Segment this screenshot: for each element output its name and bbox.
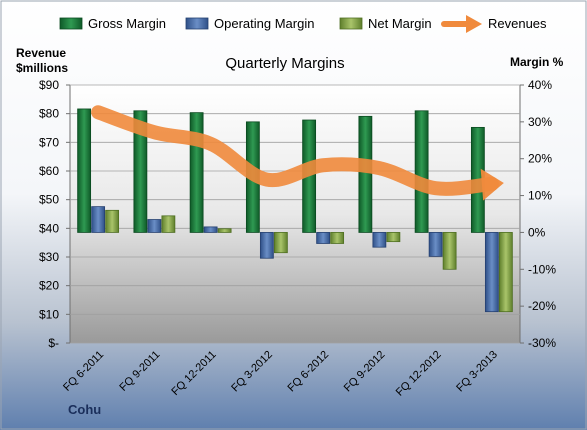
legend-label-gross-margin: Gross Margin: [88, 16, 166, 31]
bar-operating-margin: [428, 232, 443, 257]
bar-gross-margin: [133, 110, 148, 233]
bar-net-margin: [105, 209, 120, 233]
right-tick-label: -30%: [528, 336, 556, 350]
left-axis-title-line1: Revenue: [16, 46, 66, 60]
bar-operating-margin: [372, 232, 387, 248]
legend-label-net-margin: Net Margin: [368, 16, 432, 31]
right-tick-label: 30%: [528, 115, 552, 129]
right-tick-label: 0%: [528, 225, 546, 239]
right-axis-ticks: 40% 30% 20% 10% 0% -10% -20% -30%: [520, 78, 556, 350]
right-axis-title: Margin %: [510, 55, 564, 69]
left-tick-label: $60: [39, 164, 59, 178]
right-tick-label: -10%: [528, 262, 556, 276]
bar-net-margin: [217, 228, 232, 233]
bar-operating-margin: [316, 232, 331, 244]
left-tick-label: $-: [48, 336, 59, 350]
legend: Gross Margin Operating Margin Net Margin…: [59, 15, 547, 33]
bar-net-margin: [161, 215, 176, 233]
legend-item-operating-margin: Operating Margin: [185, 16, 314, 31]
legend-item-gross-margin: Gross Margin: [59, 16, 166, 31]
left-tick-label: $20: [39, 279, 59, 293]
legend-label-operating-margin: Operating Margin: [214, 16, 314, 31]
bar-net-margin: [498, 232, 513, 313]
bar-gross-margin: [189, 112, 204, 233]
bar-operating-margin: [259, 232, 274, 259]
bar-gross-margin: [414, 110, 429, 233]
legend-swatch-gross-margin: [59, 17, 83, 30]
revenue-line-path: [91, 105, 499, 196]
revenue-arrowhead: [480, 168, 504, 201]
bar-gross-margin: [77, 108, 92, 233]
bar-operating-margin: [147, 219, 162, 233]
legend-item-revenues: Revenues: [441, 15, 547, 33]
legend-arrow-revenues: [466, 15, 482, 33]
left-tick-label: $40: [39, 221, 59, 235]
right-tick-label: -20%: [528, 299, 556, 313]
right-tick-label: 10%: [528, 189, 552, 203]
bar-gross-margin: [358, 115, 373, 233]
revenue-line: [91, 105, 504, 201]
left-tick-label: $30: [39, 250, 59, 264]
legend-swatch-net-margin: [339, 17, 363, 30]
bar-operating-margin: [91, 206, 106, 233]
left-tick-label: $70: [39, 135, 59, 149]
bar-operating-margin: [203, 226, 218, 233]
right-tick-label: 40%: [528, 78, 552, 92]
left-axis-title-line2: $millions: [16, 61, 68, 75]
legend-item-net-margin: Net Margin: [339, 16, 432, 31]
bar-net-margin: [273, 232, 288, 254]
legend-label-revenues: Revenues: [488, 16, 547, 31]
chart-title: Quarterly Margins: [225, 55, 344, 72]
left-axis-ticks: $90 $80 $70 $60 $50 $40 $30 $20 $10 $-: [39, 78, 70, 350]
left-tick-label: $80: [39, 107, 59, 121]
left-tick-label: $10: [39, 307, 59, 321]
left-tick-label: $90: [39, 78, 59, 92]
bar-operating-margin: [484, 232, 499, 313]
bar-net-margin: [442, 232, 457, 270]
legend-swatch-operating-margin: [185, 17, 209, 30]
bar-net-margin: [330, 232, 345, 244]
right-tick-label: 20%: [528, 152, 552, 166]
company-label: Cohu: [68, 402, 101, 417]
bar-net-margin: [386, 232, 401, 243]
left-tick-label: $50: [39, 193, 59, 207]
